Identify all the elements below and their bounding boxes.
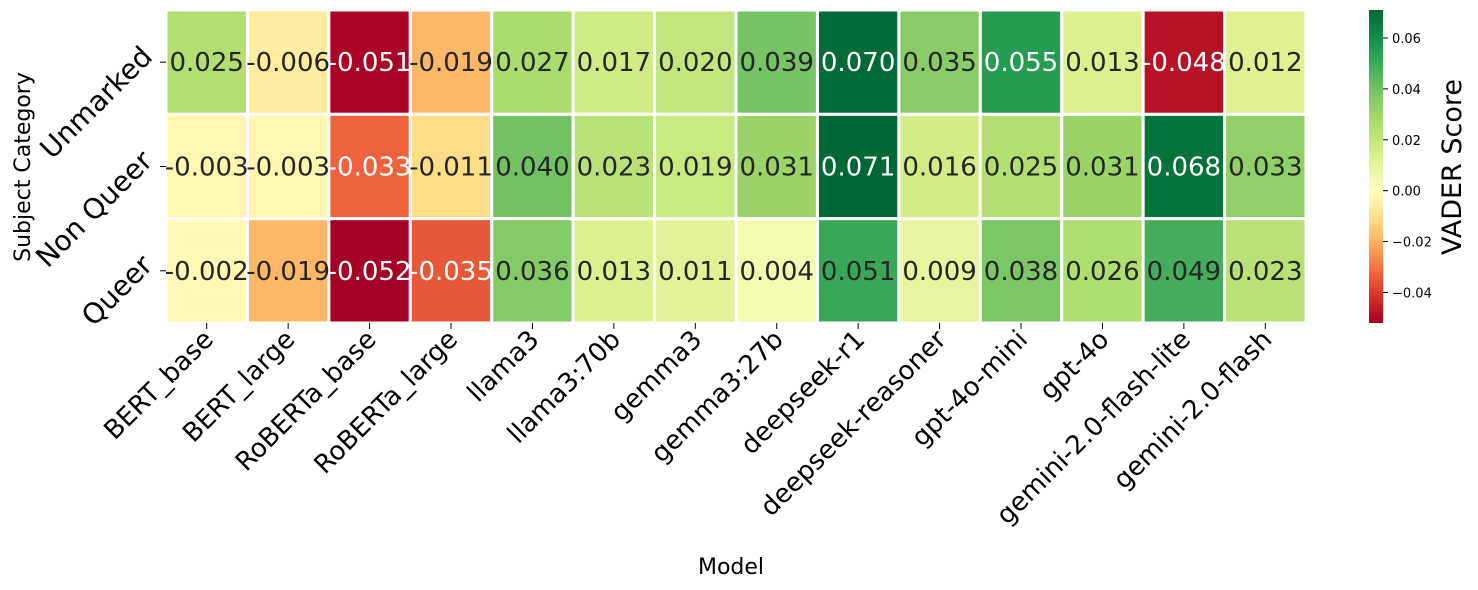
colorbar-tick-label: 0.04 — [1392, 83, 1421, 98]
cell-value-label: 0.068 — [1147, 152, 1221, 182]
cell-value-label: -0.006 — [246, 48, 330, 78]
x-tick-label: RoBERTa_base — [230, 325, 383, 478]
cell-value-label: -0.011 — [409, 152, 493, 182]
cell-value-label: -0.048 — [1142, 48, 1226, 78]
cell-value-label: 0.023 — [1228, 257, 1302, 287]
heatmap-cell — [1223, 8, 1308, 116]
cell-value-label: 0.038 — [984, 257, 1058, 287]
colorbar-tick-label: 0.02 — [1392, 134, 1421, 149]
cell-value-label: 0.035 — [902, 48, 976, 78]
heatmap-cell — [653, 112, 738, 221]
colorbar-tick-label: 0.06 — [1392, 32, 1421, 47]
y-axis-label: Subject Category — [11, 72, 36, 262]
cell-value-label: -0.052 — [328, 257, 412, 287]
y-tick-label: Queer — [75, 248, 159, 332]
colorbar-gradient — [1369, 10, 1383, 323]
heatmap-cell — [815, 217, 901, 325]
cell-value-label: 0.025 — [169, 48, 243, 78]
x-tick-label: gemini-2.0-flash — [1108, 325, 1279, 496]
x-axis-ticks: BERT_baseBERT_largeRoBERTa_baseRoBERTa_l… — [99, 322, 1279, 531]
x-tick-label: RoBERTa_large — [309, 325, 464, 480]
cell-value-label: 0.004 — [740, 257, 814, 287]
cell-value-label: -0.051 — [328, 48, 412, 78]
x-axis-label: Model — [698, 555, 764, 580]
cell-value-label: -0.019 — [246, 257, 330, 287]
colorbar-ticks: 0.06 0.04 0.02 0.00 −0.02 −0.04 — [1383, 32, 1432, 301]
cell-value-label: 0.016 — [902, 152, 976, 182]
heatmap-cell — [1141, 112, 1227, 221]
cell-value-label: 0.019 — [658, 152, 732, 182]
cell-value-label: 0.049 — [1147, 257, 1221, 287]
cell-value-label: -0.033 — [328, 152, 412, 182]
heatmap-cell — [1223, 217, 1308, 325]
heatmap-cell — [897, 8, 982, 116]
cell-value-label: 0.009 — [902, 257, 976, 287]
y-tick-label: Unmarked — [34, 40, 159, 165]
cell-value-label: -0.003 — [246, 152, 330, 182]
cell-value-label: 0.017 — [577, 48, 651, 78]
heatmap-cell — [245, 112, 331, 221]
cell-value-label: 0.031 — [740, 152, 814, 182]
cell-value-label: 0.055 — [984, 48, 1058, 78]
cell-value-label: -0.002 — [165, 257, 249, 287]
heatmap-cell-labels: 0.025 -0.006-0.051-0.019 0.027 0.017 0.020 0.… — [165, 48, 1303, 287]
heatmap-cell — [490, 112, 575, 221]
cell-value-label: 0.013 — [1065, 48, 1139, 78]
cell-value-label: 0.023 — [577, 152, 651, 182]
heatmap-cell — [734, 8, 819, 116]
cell-value-label: 0.013 — [577, 257, 651, 287]
heatmap-cell — [571, 8, 657, 116]
heatmap-cells — [164, 8, 1308, 325]
colorbar-tick-label: −0.04 — [1392, 286, 1432, 301]
heatmap-cell — [327, 112, 412, 221]
x-tick-label: gpt-4o — [1034, 325, 1115, 406]
cell-value-label: 0.025 — [984, 152, 1058, 182]
cell-value-label: 0.012 — [1228, 48, 1302, 78]
cell-value-label: -0.019 — [409, 48, 493, 78]
colorbar-tick-label: 0.00 — [1392, 185, 1421, 200]
heatmap-cell — [245, 8, 331, 116]
heatmap-cell — [734, 217, 819, 325]
colorbar-tick-label: −0.02 — [1392, 236, 1432, 251]
cell-value-label: 0.036 — [495, 257, 569, 287]
cell-value-label: 0.051 — [821, 257, 895, 287]
heatmap-cell — [164, 217, 249, 325]
cell-value-label: 0.071 — [821, 152, 895, 182]
cell-value-label: 0.033 — [1228, 152, 1302, 182]
cell-value-label: 0.011 — [658, 257, 732, 287]
cell-value-label: -0.003 — [165, 152, 249, 182]
cell-value-label: 0.027 — [495, 48, 569, 78]
x-tick-label: llama3 — [462, 325, 546, 409]
cell-value-label: 0.040 — [495, 152, 569, 182]
cell-value-label: 0.020 — [658, 48, 732, 78]
heatmap-cell — [815, 112, 901, 221]
heatmap-cell — [734, 112, 819, 221]
cell-value-label: 0.026 — [1065, 257, 1139, 287]
cell-value-label: -0.035 — [409, 257, 493, 287]
cell-value-label: 0.039 — [740, 48, 814, 78]
heatmap-cell — [1060, 8, 1145, 116]
cell-value-label: 0.031 — [1065, 152, 1139, 182]
heatmap-cell — [327, 217, 412, 325]
colorbar-label: VADER Score — [1437, 79, 1468, 255]
cell-value-label: 0.070 — [821, 48, 895, 78]
colorbar: 0.06 0.04 0.02 0.00 −0.02 −0.04 — [1369, 10, 1432, 323]
heatmap-cell — [571, 112, 657, 221]
